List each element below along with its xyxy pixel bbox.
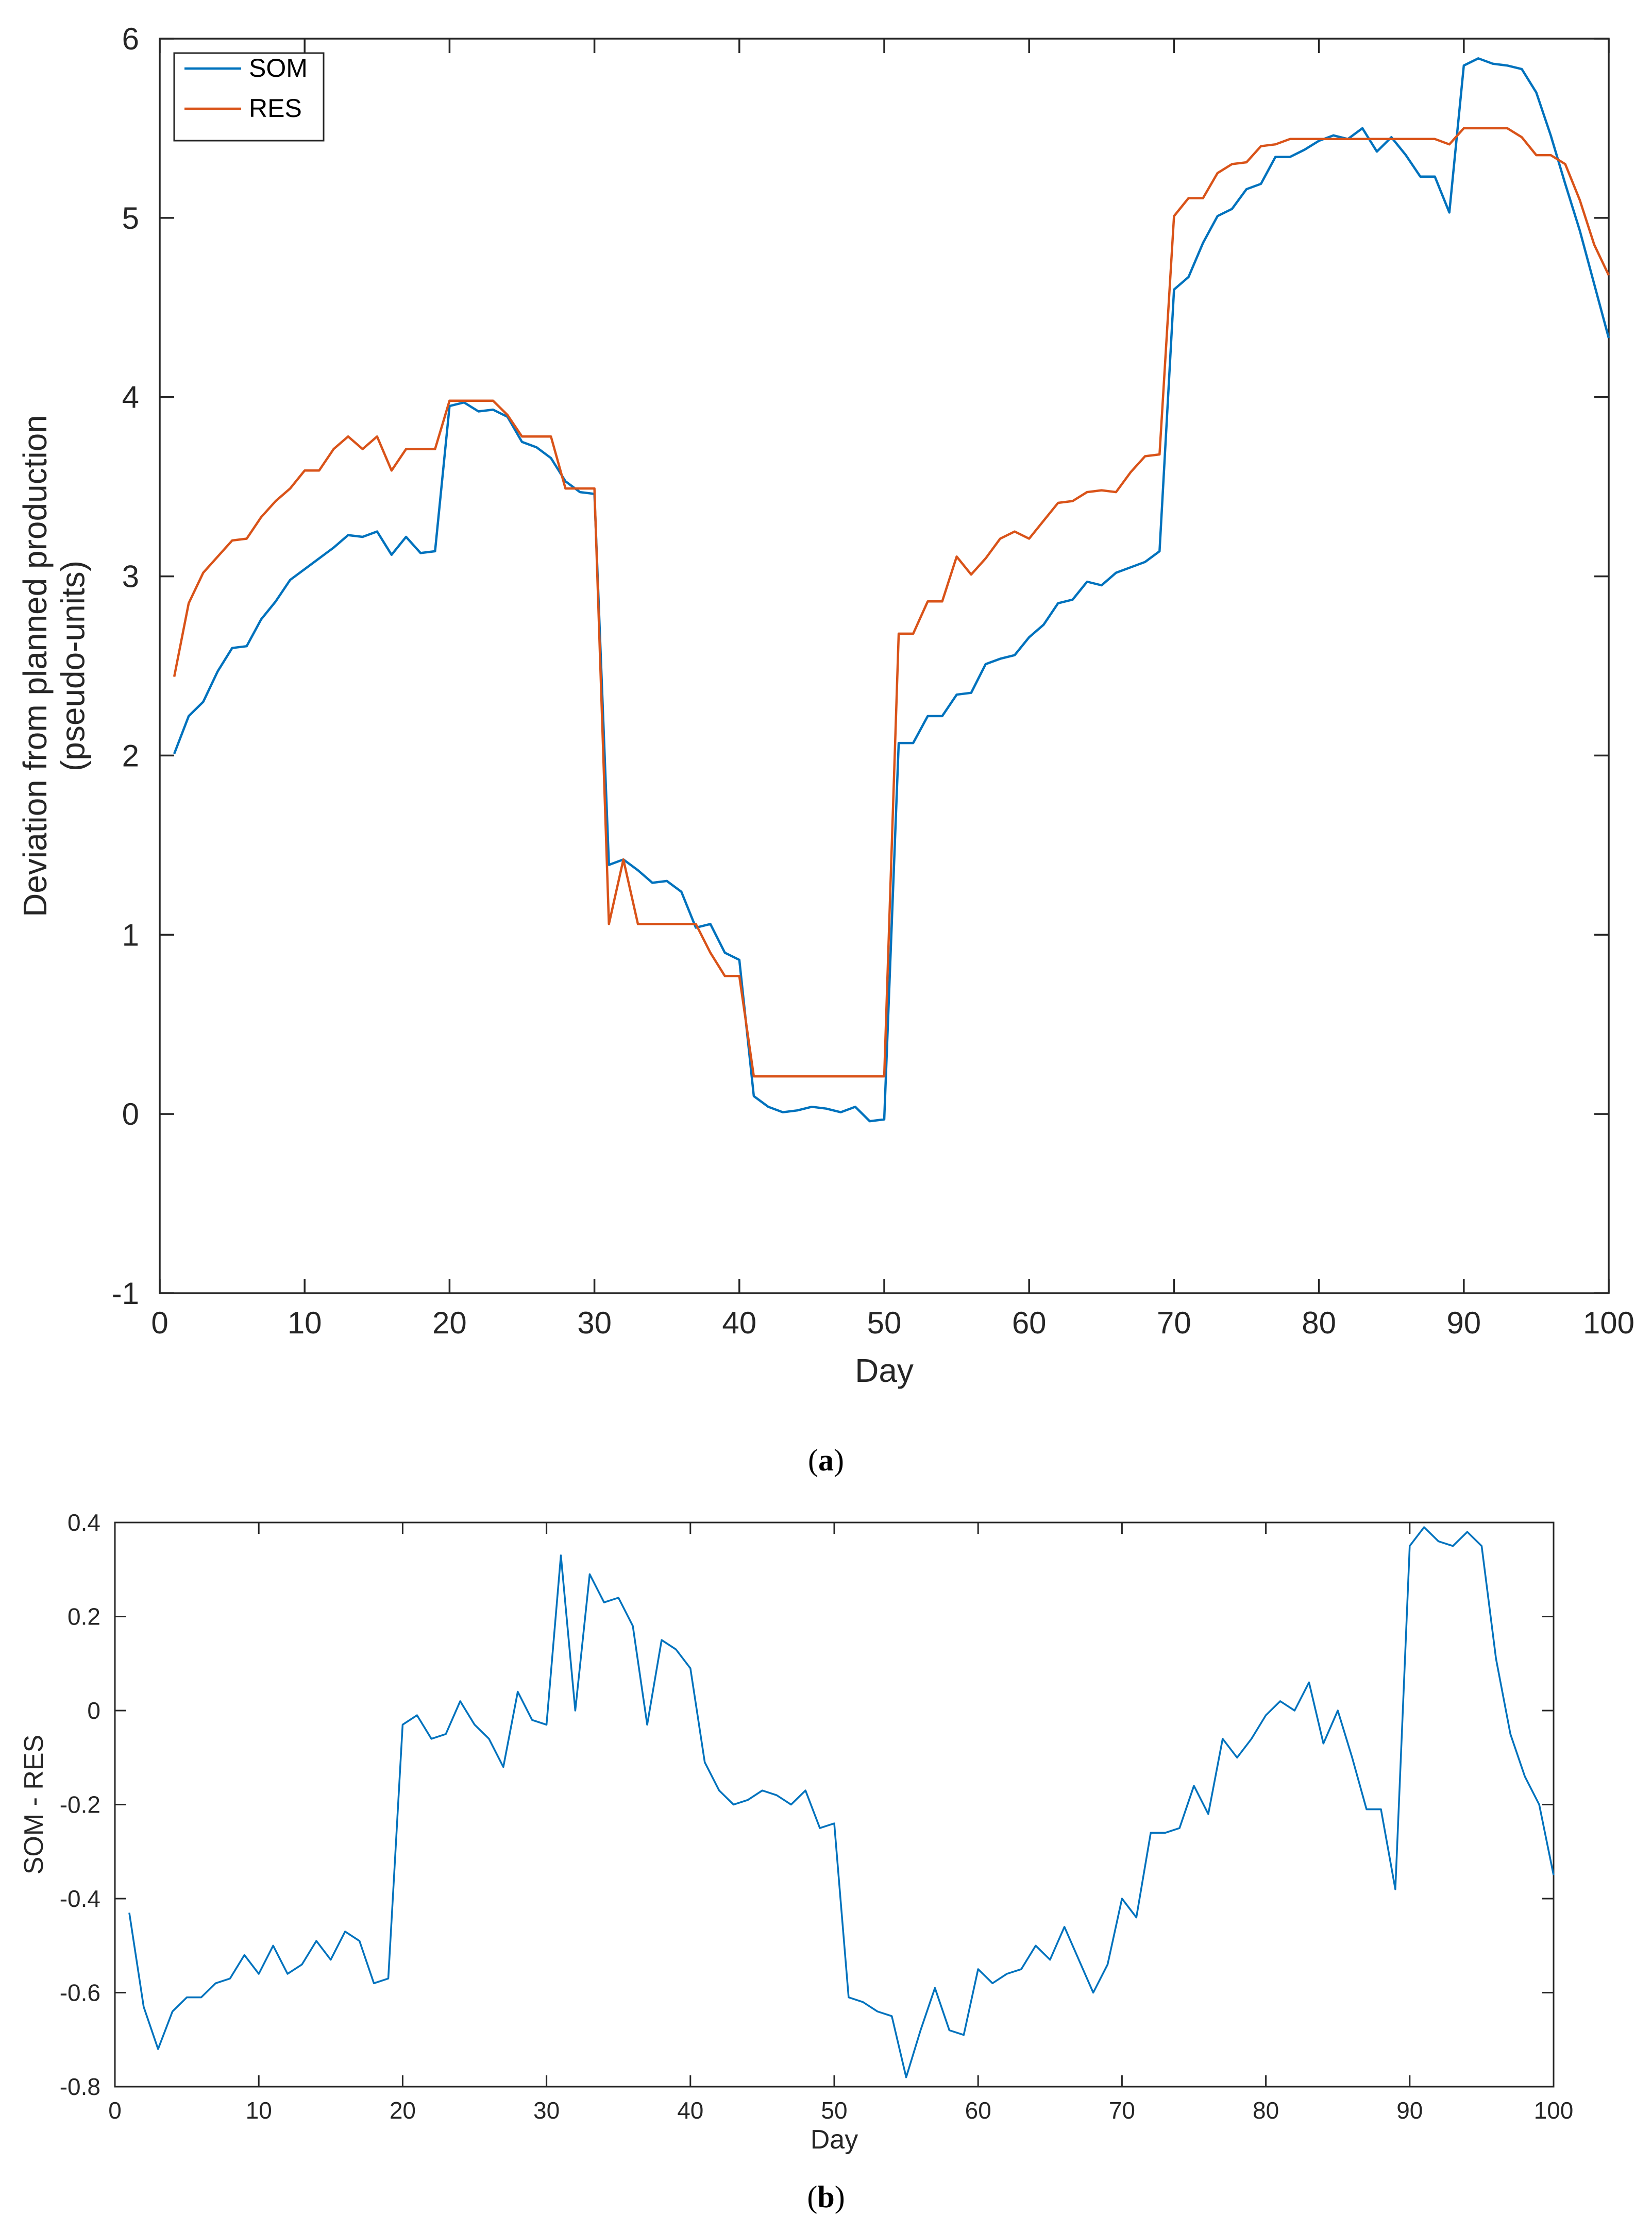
x-tick-label: 70 [1157, 1306, 1191, 1340]
panel-b-caption: (b) [807, 2180, 845, 2214]
panel-a-chart: 0 10 20 30 40 50 60 70 80 90 100 -1 0 1 2 3 4 5 6 Day Deviat… [16, 22, 1634, 1389]
legend-label-som: SOM [249, 54, 308, 82]
y-tick-label: 5 [122, 201, 139, 235]
y-tick-label: -0.6 [60, 1980, 100, 2006]
x-tick-label: 50 [821, 2097, 847, 2124]
y-axis-label: SOM - RES [19, 1735, 49, 1875]
x-tick-label: 60 [1012, 1306, 1047, 1340]
y-axis-label-line2: (pseudo-units) [55, 561, 92, 771]
x-tick-label: 40 [677, 2097, 703, 2124]
x-tick-label: 0 [151, 1306, 168, 1340]
plot-area [159, 38, 1610, 1294]
y-tick-label: 0 [122, 1097, 139, 1131]
x-tick-label: 0 [108, 2097, 122, 2124]
x-tick-label: 60 [965, 2097, 991, 2124]
y-tick-label: -1 [112, 1276, 139, 1311]
panel-b-chart: 0 10 20 30 40 50 60 70 80 90 100 -0.8 -0.6 -0.4 -0.2 0 0… [19, 1509, 1573, 2155]
x-tick-label: 80 [1253, 2097, 1279, 2124]
x-tick-label: 50 [867, 1306, 902, 1340]
legend-label-res: RES [249, 94, 302, 123]
x-tick-label: 90 [1446, 1306, 1481, 1340]
x-axis-label: Day [855, 1352, 914, 1389]
y-tick-label: 2 [122, 738, 139, 773]
series-line-som-res [128, 1526, 1555, 2078]
y-tick-label: 0.4 [68, 1509, 100, 1536]
x-tick-label: 20 [432, 1306, 467, 1340]
x-tick-label: 40 [722, 1306, 756, 1340]
plot-area [114, 1521, 1555, 2088]
x-axis-label: Day [811, 2125, 858, 2155]
panel-a-caption: (a) [808, 1443, 844, 1477]
y-tick-label: 6 [122, 22, 139, 56]
x-tick-label: 20 [390, 2097, 416, 2124]
y-tick-label: 3 [122, 560, 139, 594]
y-tick-label: 1 [122, 918, 139, 952]
y-tick-label: 0 [87, 1697, 100, 1724]
series-line-res [173, 127, 1610, 1078]
y-axis-label: Deviation from planned production [16, 415, 54, 917]
y-tick-label: -0.2 [60, 1791, 100, 1818]
x-tick-label: 90 [1396, 2097, 1423, 2124]
y-tick-label: -0.8 [60, 2073, 100, 2100]
x-tick-label: 10 [246, 2097, 272, 2124]
x-tick-label: 30 [577, 1306, 612, 1340]
x-tick-label: 30 [533, 2097, 560, 2124]
y-tick-label: -0.4 [60, 1885, 100, 1912]
y-tick-label: 0.2 [68, 1603, 100, 1630]
legend: SOM RES [173, 52, 325, 142]
x-tick-label: 100 [1534, 2097, 1574, 2124]
x-tick-label: 70 [1109, 2097, 1135, 2124]
y-tick-label: 4 [122, 380, 139, 415]
x-tick-label: 100 [1583, 1306, 1634, 1340]
x-tick-label: 10 [288, 1306, 322, 1340]
x-tick-label: 80 [1302, 1306, 1336, 1340]
